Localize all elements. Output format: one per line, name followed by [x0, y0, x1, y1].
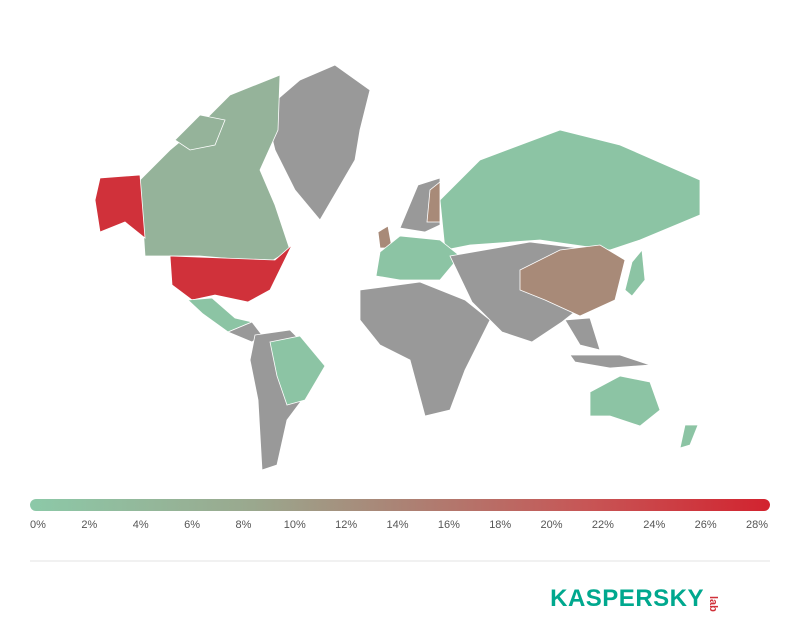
australia [589, 375, 661, 427]
logo-brand: KASPERSKY [550, 585, 704, 612]
russia [439, 129, 701, 251]
scale-label: 8% [235, 519, 251, 531]
greenland [264, 64, 371, 221]
scale-label: 14% [386, 519, 408, 531]
indonesia [569, 354, 651, 369]
logo-suffix: lab [707, 596, 719, 612]
china [519, 244, 626, 317]
southeast-asia [564, 317, 601, 351]
scale-label: 26% [695, 519, 717, 531]
usa [169, 244, 293, 303]
scale-label: 6% [184, 519, 200, 531]
scale-label: 10% [284, 519, 306, 531]
africa [359, 281, 491, 417]
scale-label: 20% [541, 519, 563, 531]
scale-label: 0% [30, 519, 46, 531]
scale-labels: 0% 2% 4% 6% 8% 10% 12% 14% 16% 18% 20% 22% 24% 26% 28% [30, 519, 768, 531]
scale-label: 22% [592, 519, 614, 531]
scale-label: 12% [335, 519, 357, 531]
logo: KASPERSKY lab [550, 585, 719, 612]
scale-label: 4% [133, 519, 149, 531]
canada-islands [174, 114, 226, 151]
finland [426, 181, 441, 223]
scale-label: 16% [438, 519, 460, 531]
europe [375, 235, 461, 281]
brazil [269, 335, 326, 406]
scale-label: 18% [489, 519, 511, 531]
world-map [94, 64, 701, 471]
scale-label: 24% [643, 519, 665, 531]
color-scale [30, 499, 770, 511]
scale-label: 28% [746, 519, 768, 531]
alaska [94, 174, 146, 239]
canada [139, 74, 291, 263]
new-zealand [679, 424, 699, 449]
japan [624, 249, 646, 297]
scale-label: 2% [81, 519, 97, 531]
